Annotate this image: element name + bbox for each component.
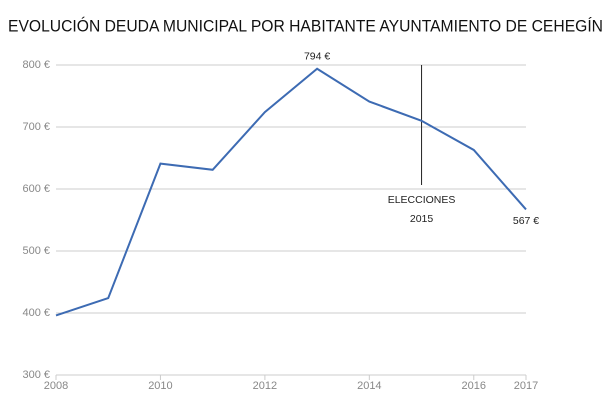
x-tick-label: 2016 (462, 380, 486, 392)
x-tick-label: 2017 (514, 380, 538, 392)
x-tick-label: 2012 (253, 380, 277, 392)
y-tick-label: 700 € (22, 121, 50, 133)
annotation-text: ELECCIONES (388, 194, 456, 206)
y-tick-label: 400 € (22, 307, 50, 319)
x-tick-label: 2014 (357, 380, 381, 392)
y-tick-label: 800 € (22, 59, 50, 71)
x-tick-label: 2008 (44, 380, 68, 392)
annotation-text: 2015 (410, 213, 434, 225)
data-label: 567 € (513, 215, 539, 227)
data-label: 794 € (304, 51, 330, 63)
y-tick-label: 500 € (22, 245, 50, 257)
data-line (55, 67, 527, 317)
x-tick-label: 2010 (148, 380, 172, 392)
y-tick-label: 300 € (22, 369, 50, 381)
chart-title: EVOLUCIÓN DEUDA MUNICIPAL POR HABITANTE … (8, 16, 603, 35)
y-tick-label: 600 € (22, 183, 50, 195)
